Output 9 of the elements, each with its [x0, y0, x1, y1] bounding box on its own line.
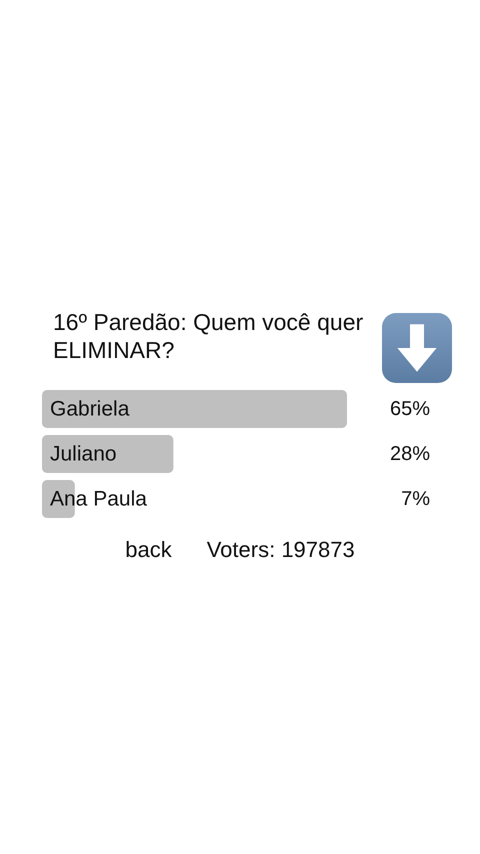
data-label: 65%	[390, 398, 430, 420]
chart-title: 16º Paredão: Quem você quer ELIMINAR?	[53, 309, 364, 363]
y-tick-label: Gabriela	[50, 398, 130, 420]
y-tick-label: Juliano	[50, 442, 117, 466]
text: back	[125, 537, 173, 562]
text: Voters: 197873	[206, 537, 355, 562]
y-tick-label: Ana Paula	[50, 488, 148, 510]
data-label: 7%	[401, 488, 430, 510]
data-label: 28%	[390, 443, 430, 465]
